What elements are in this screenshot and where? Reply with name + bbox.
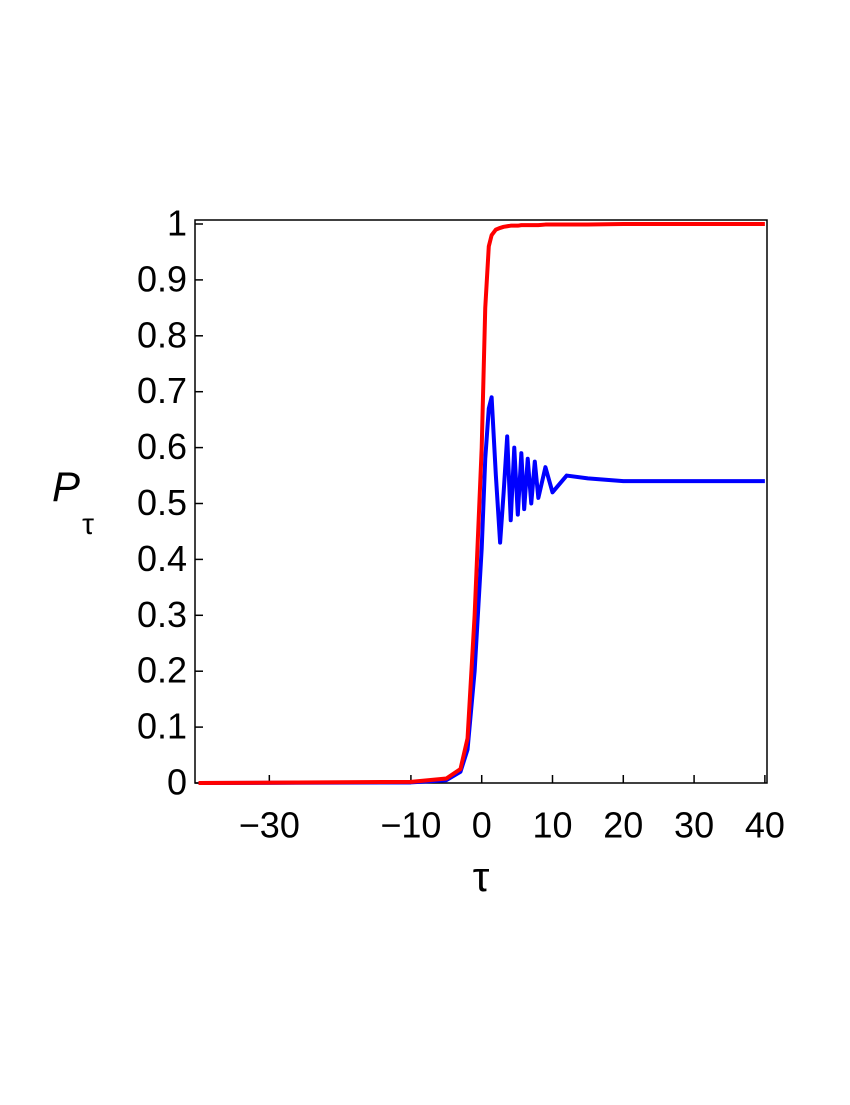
x-tick-label: 30 (674, 805, 714, 846)
y-axis-label-subscript: τ (82, 508, 94, 541)
x-tick-label: 10 (532, 805, 572, 846)
series-line (198, 222, 765, 785)
y-axis-label: P (52, 463, 80, 510)
x-tick-label: 20 (603, 805, 643, 846)
y-tick-label: 0 (167, 762, 187, 803)
x-tick-label: −30 (239, 805, 300, 846)
y-tick-label: 1 (167, 203, 187, 244)
y-tick-label: 0.8 (137, 314, 187, 355)
y-tick-label: 0.4 (137, 538, 187, 579)
x-axis-label: τ (473, 853, 490, 900)
y-tick-label: 0.6 (137, 426, 187, 467)
y-tick-label: 0.9 (137, 258, 187, 299)
y-tick-label: 0.7 (137, 370, 187, 411)
y-tick-label: 0.5 (137, 482, 187, 523)
y-tick-label: 0.2 (137, 650, 187, 691)
y-tick-label: 0.1 (137, 706, 187, 747)
x-tick-label: 40 (745, 805, 785, 846)
x-tick-label: −10 (380, 805, 441, 846)
series-line (198, 395, 765, 785)
x-tick-label: 0 (472, 805, 492, 846)
y-tick-label: 0.3 (137, 594, 187, 635)
